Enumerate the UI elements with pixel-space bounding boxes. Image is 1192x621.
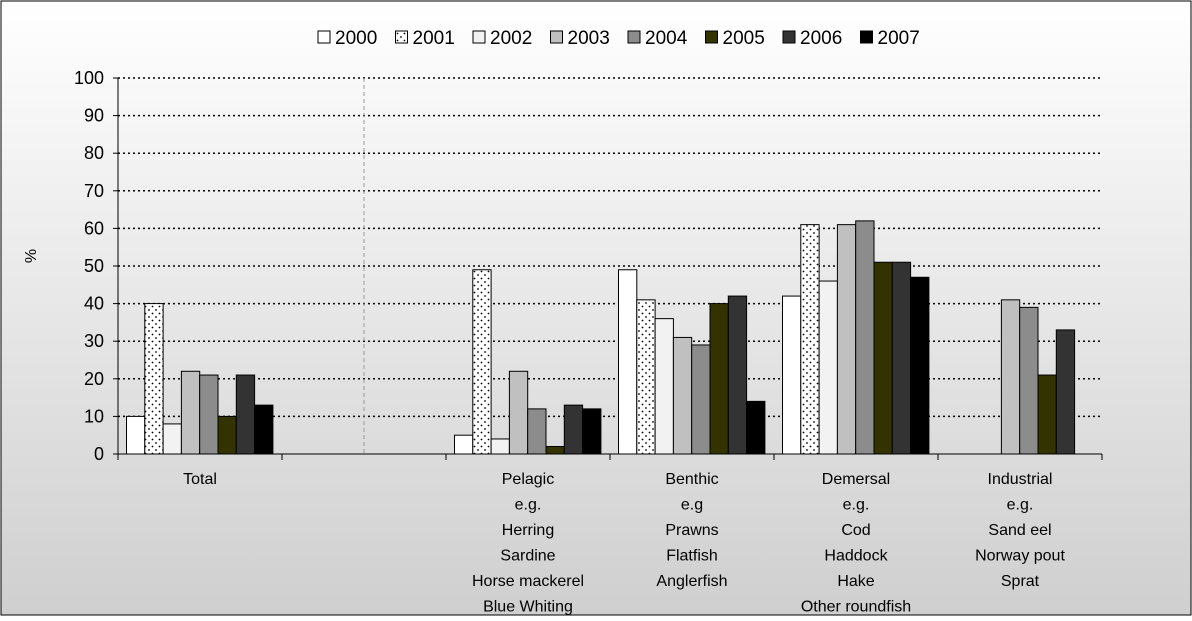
category-label: Hake <box>837 573 874 590</box>
bar-2002 <box>162 423 182 455</box>
bar-2001 <box>472 269 492 455</box>
y-tick-label: 40 <box>84 294 104 314</box>
category-label: Demersal <box>822 471 890 488</box>
bar-2001 <box>636 299 656 455</box>
bar-2002 <box>490 438 510 455</box>
bar-2004 <box>855 220 875 455</box>
category-label: Benthic <box>665 471 718 488</box>
bar-2004 <box>1019 306 1039 455</box>
bar-2005 <box>217 415 237 455</box>
category-label: Total <box>183 471 217 488</box>
category-label: Sand eel <box>988 522 1051 539</box>
bar-2003 <box>180 370 201 455</box>
legend-label-2007: 2007 <box>878 28 920 49</box>
category-label: e.g. <box>1007 497 1034 514</box>
y-tick-label: 100 <box>74 68 104 88</box>
legend-label-2006: 2006 <box>800 28 842 49</box>
legend-label-2005: 2005 <box>723 28 765 49</box>
bar-2002 <box>654 318 674 455</box>
category-label: Norway pout <box>975 548 1065 565</box>
bar-2005 <box>709 303 729 455</box>
category-label: Industrial <box>988 471 1053 488</box>
legend-label-2001: 2001 <box>413 28 455 49</box>
legend-swatch-2006 <box>782 30 796 44</box>
y-tick-label: 20 <box>84 369 104 389</box>
legend-label-2004: 2004 <box>645 28 688 49</box>
legend-swatch-2002 <box>472 30 486 44</box>
category-label: Sprat <box>1001 573 1040 590</box>
bar-2006 <box>235 374 256 455</box>
legend-swatch-2003 <box>550 30 563 44</box>
bar-2007 <box>746 400 766 455</box>
bar-2006 <box>1055 329 1076 455</box>
bar-2004 <box>199 374 219 455</box>
bar-2007 <box>910 276 930 455</box>
category-label: Blue Whiting <box>483 599 573 616</box>
category-label: e.g <box>681 497 703 514</box>
bar-2005 <box>545 445 565 455</box>
bar-2006 <box>727 295 748 455</box>
bar-2000 <box>618 269 638 455</box>
bar-2003 <box>1000 299 1021 455</box>
category-label: Prawns <box>665 522 718 539</box>
category-label: Cod <box>841 522 870 539</box>
bar-2007 <box>582 408 602 455</box>
category-label: Flatfish <box>666 548 718 565</box>
legend-label-2000: 2000 <box>335 28 377 49</box>
legend-swatch-2000 <box>317 30 331 44</box>
y-tick-label: 60 <box>84 218 104 238</box>
bar-2000 <box>782 295 802 455</box>
legend-label-2003: 2003 <box>568 28 610 49</box>
category-label: Sardine <box>500 548 555 565</box>
y-tick-label: 90 <box>84 106 104 126</box>
bar-2004 <box>527 408 547 455</box>
bar-2003 <box>672 336 693 455</box>
bar-2001 <box>144 303 164 455</box>
y-tick-label: 10 <box>84 406 104 426</box>
category-label: Pelagic <box>502 471 554 488</box>
bar-2005 <box>1037 374 1057 455</box>
category-label: Horse mackerel <box>472 573 584 590</box>
bar-2003 <box>836 224 857 455</box>
category-label: e.g. <box>843 497 870 514</box>
bar-2002 <box>818 280 838 455</box>
y-tick-label: 0 <box>94 444 104 464</box>
legend-swatch-2001 <box>395 30 408 44</box>
bar-2001 <box>800 224 820 455</box>
bar-2004 <box>691 344 711 455</box>
bar-2006 <box>891 261 912 455</box>
legend-swatch-2005 <box>705 30 718 44</box>
y-tick-label: 50 <box>84 256 104 276</box>
legend-label-2002: 2002 <box>490 28 532 49</box>
category-label: e.g. <box>515 497 542 514</box>
category-label: Other roundfish <box>801 599 911 616</box>
bar-2007 <box>254 404 274 455</box>
bar-2000 <box>454 434 474 455</box>
y-tick-label: 80 <box>84 143 104 163</box>
category-label: Anglerfish <box>656 573 727 590</box>
bar-2005 <box>873 261 893 455</box>
legend-swatch-2004 <box>627 30 641 44</box>
legend-swatch-2007 <box>860 30 873 44</box>
y-tick-label: 70 <box>84 181 104 201</box>
category-label: Haddock <box>824 548 888 565</box>
bar-2006 <box>563 404 584 455</box>
bar-2003 <box>508 370 529 455</box>
category-label: Herring <box>502 522 554 539</box>
bar-2000 <box>126 415 146 455</box>
y-axis-label: % <box>23 249 40 263</box>
y-tick-label: 30 <box>84 331 104 351</box>
